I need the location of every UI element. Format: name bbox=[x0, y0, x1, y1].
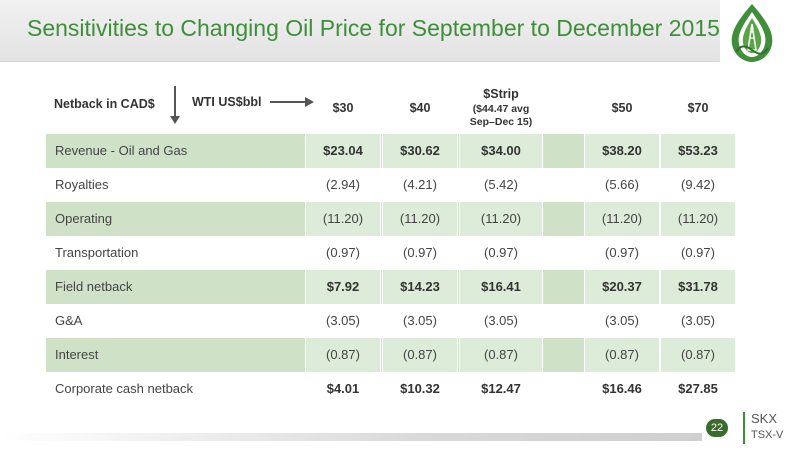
ticker-symbol: SKX bbox=[751, 411, 778, 426]
footer-divider bbox=[0, 433, 702, 441]
row-label: Operating bbox=[55, 211, 113, 226]
table-cell: $34.00 bbox=[459, 134, 543, 168]
row-label: G&A bbox=[55, 313, 83, 328]
table-row: Corporate cash netback $4.01 $10.32 $12.… bbox=[46, 372, 736, 406]
table-cell: (0.97) bbox=[403, 245, 437, 260]
col-header-70: $70 bbox=[687, 101, 709, 115]
table-cell: $30.62 bbox=[382, 134, 458, 168]
col-header-30: $30 bbox=[332, 101, 354, 115]
wti-label: WTI US$bbl bbox=[192, 95, 262, 109]
table-cell: $4.01 bbox=[326, 381, 360, 396]
right-arrow-icon bbox=[270, 97, 314, 107]
strip-avg: ($44.47 avg bbox=[472, 102, 530, 115]
table-cell: $16.41 bbox=[459, 270, 543, 304]
exchange-label: TSX-V bbox=[751, 429, 784, 441]
table-cell: (0.97) bbox=[681, 245, 715, 260]
table-cell: (3.05) bbox=[605, 313, 639, 328]
table-cell: (0.97) bbox=[326, 245, 360, 260]
down-arrow-icon bbox=[170, 86, 180, 124]
table-cell: (0.87) bbox=[660, 338, 736, 372]
sensitivity-table: Revenue - Oil and Gas $23.04 $30.62 $34.… bbox=[46, 134, 736, 406]
table-cell: (11.20) bbox=[382, 202, 458, 236]
ticker-divider bbox=[743, 412, 745, 444]
table-cell: (0.97) bbox=[605, 245, 639, 260]
table-cell: (0.87) bbox=[382, 338, 458, 372]
table-cell: (5.66) bbox=[605, 177, 639, 192]
table-cell: (4.21) bbox=[403, 177, 437, 192]
table-cell: $7.92 bbox=[305, 270, 381, 304]
table-row: Interest (0.87) (0.87) (0.87) (0.87) (0.… bbox=[46, 338, 736, 372]
table-header: Netback in CAD$ WTI US$bbl $30 $40 $Stri… bbox=[46, 84, 736, 132]
table-row: Operating (11.20) (11.20) (11.20) (11.20… bbox=[46, 202, 736, 236]
table-row: Royalties (2.94) (4.21) (5.42) (5.66) (9… bbox=[46, 168, 736, 202]
table-row: Field netback $7.92 $14.23 $16.41 $20.37… bbox=[46, 270, 736, 304]
table-cell: (0.87) bbox=[584, 338, 660, 372]
table-cell: (11.20) bbox=[660, 202, 736, 236]
table-cell: $31.78 bbox=[660, 270, 736, 304]
table-cell: (3.05) bbox=[681, 313, 715, 328]
table-cell: (3.05) bbox=[403, 313, 437, 328]
table-cell: (11.20) bbox=[584, 202, 660, 236]
table-cell: $20.37 bbox=[584, 270, 660, 304]
row-label: Interest bbox=[55, 347, 99, 362]
table-cell: $53.23 bbox=[660, 134, 736, 168]
company-logo-icon bbox=[724, 2, 780, 64]
strip-period: Sep–Dec 15) bbox=[469, 115, 533, 128]
page-number: 22 bbox=[706, 419, 728, 437]
table-cell: (2.94) bbox=[326, 177, 360, 192]
slide-title: Sensitivities to Changing Oil Price for … bbox=[27, 15, 720, 41]
row-label: Royalties bbox=[55, 177, 109, 192]
table-cell: $16.46 bbox=[602, 381, 642, 396]
table-cell: (11.20) bbox=[305, 202, 381, 236]
row-label: Field netback bbox=[55, 279, 133, 294]
table-row: G&A (3.05) (3.05) (3.05) (3.05) (3.05) bbox=[46, 304, 736, 338]
title-bar: Sensitivities to Changing Oil Price for … bbox=[0, 0, 720, 62]
table-cell: (3.05) bbox=[326, 313, 360, 328]
col-header-strip: $Strip ($44.47 avg Sep–Dec 15) bbox=[459, 84, 543, 132]
table-cell: $27.85 bbox=[678, 381, 718, 396]
col-header-40: $40 bbox=[409, 101, 431, 115]
strip-title: $Strip bbox=[483, 87, 519, 102]
table-cell: (11.20) bbox=[459, 202, 543, 236]
row-label: Transportation bbox=[55, 245, 139, 260]
table-cell: (3.05) bbox=[484, 313, 518, 328]
netback-label: Netback in CAD$ bbox=[54, 97, 155, 111]
table-cell: (0.87) bbox=[459, 338, 543, 372]
table-cell: $12.47 bbox=[481, 381, 521, 396]
table-cell: (5.42) bbox=[484, 177, 518, 192]
table-cell: $14.23 bbox=[382, 270, 458, 304]
table-row: Revenue - Oil and Gas $23.04 $30.62 $34.… bbox=[46, 134, 736, 168]
row-label: Revenue - Oil and Gas bbox=[55, 143, 188, 158]
row-label: Corporate cash netback bbox=[55, 381, 194, 396]
table-cell: $38.20 bbox=[584, 134, 660, 168]
table-cell: $10.32 bbox=[400, 381, 440, 396]
table-cell: (0.87) bbox=[305, 338, 381, 372]
table-cell: (0.97) bbox=[484, 245, 518, 260]
table-row: Transportation (0.97) (0.97) (0.97) (0.9… bbox=[46, 236, 736, 270]
table-cell: (9.42) bbox=[681, 177, 715, 192]
table-cell: $23.04 bbox=[305, 134, 381, 168]
col-header-50: $50 bbox=[611, 101, 633, 115]
